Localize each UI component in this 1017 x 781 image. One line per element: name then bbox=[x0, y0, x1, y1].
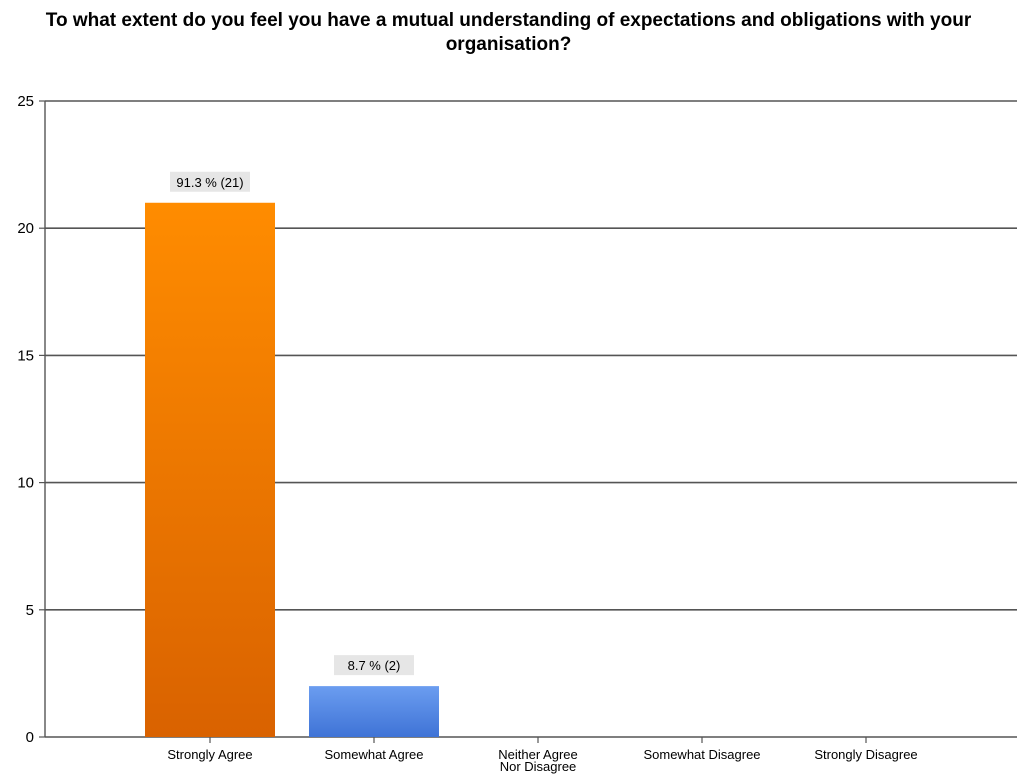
category-label: Somewhat Agree bbox=[324, 747, 423, 762]
category-label-line: Nor Disagree bbox=[500, 759, 577, 774]
chart-title: To what extent do you feel you have a mu… bbox=[45, 10, 972, 55]
category-label: Somewhat Disagree bbox=[643, 747, 760, 762]
category-label-line: Neither Agree bbox=[498, 747, 578, 762]
y-tick-label: 10 bbox=[17, 475, 34, 492]
category-label-line: Strongly Disagree bbox=[814, 747, 917, 762]
data-label: 8.7 % (2) bbox=[348, 658, 401, 673]
y-tick-label: 0 bbox=[26, 729, 34, 746]
data-label: 91.3 % (21) bbox=[176, 175, 243, 190]
y-tick-label: 20 bbox=[17, 220, 34, 237]
y-tick-label: 5 bbox=[26, 602, 34, 619]
data-label-box bbox=[334, 655, 414, 676]
bar bbox=[145, 202, 275, 737]
category-label-line: Somewhat Disagree bbox=[643, 747, 760, 762]
data-label-box bbox=[170, 171, 250, 192]
category-label-line: Strongly Agree bbox=[167, 747, 252, 762]
y-tick-label: 15 bbox=[17, 347, 34, 364]
category-label: Neither Agree Nor Disagree bbox=[498, 747, 578, 774]
category-label-line: Somewhat Agree bbox=[324, 747, 423, 762]
category-label: Strongly Agree bbox=[167, 747, 252, 762]
category-label: Strongly Disagree bbox=[814, 747, 917, 762]
y-tick-label: 25 bbox=[17, 93, 34, 110]
bar bbox=[309, 686, 439, 737]
